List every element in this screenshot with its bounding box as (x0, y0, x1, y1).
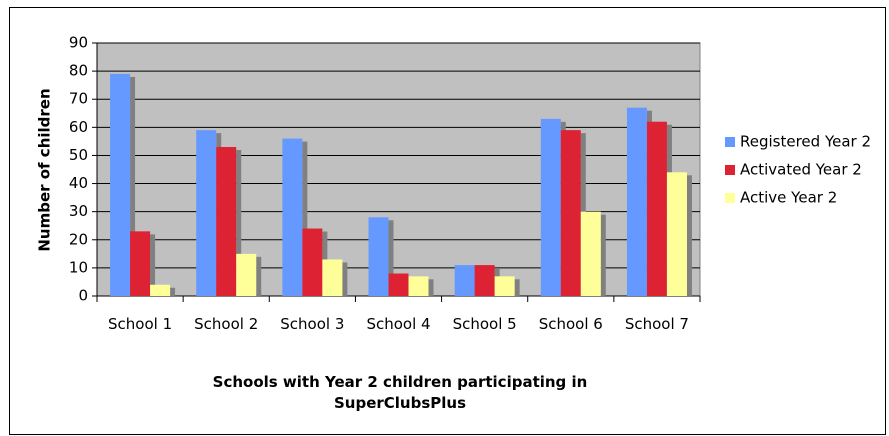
bar (302, 228, 323, 296)
y-tick-label: 20 (69, 230, 88, 248)
bar (150, 284, 171, 296)
y-tick-label: 60 (69, 118, 88, 136)
legend-swatch (725, 137, 735, 147)
bar-shadow (514, 279, 520, 296)
y-axis-title: Number of children (36, 88, 54, 251)
y-tick-label: 80 (69, 62, 88, 80)
bar-shadow (236, 150, 242, 296)
bar (494, 276, 515, 296)
bar (540, 118, 561, 297)
bar (368, 217, 389, 296)
bar (110, 73, 131, 296)
bar (236, 253, 257, 296)
y-tick-label: 10 (69, 258, 88, 276)
bar-shadow (150, 234, 156, 296)
x-tick-label: School 5 (452, 315, 517, 333)
bar-shadow (170, 287, 176, 296)
plot-area (96, 42, 701, 297)
bar (626, 107, 647, 297)
bar (560, 130, 581, 296)
bar (666, 172, 687, 296)
bar (474, 265, 495, 296)
bar-shadow (256, 256, 262, 296)
legend-label: Registered Year 2 (740, 133, 871, 151)
x-tick-label: School 6 (538, 315, 603, 333)
bar (408, 276, 429, 296)
y-tick-label: 70 (69, 90, 88, 108)
bar (646, 121, 667, 296)
bar-shadow (302, 141, 308, 296)
y-tick-label: 0 (78, 287, 88, 305)
bar-shadow (600, 214, 606, 296)
y-tick-label: 40 (69, 174, 88, 192)
bar-shadow (686, 175, 692, 296)
bar (388, 273, 409, 296)
bar-shadow (130, 76, 136, 296)
legend-label: Activated Year 2 (740, 161, 862, 179)
bar (322, 259, 343, 296)
bar (196, 130, 217, 296)
x-tick-label: School 4 (366, 315, 431, 333)
bar (282, 138, 303, 296)
x-tick-label: School 3 (280, 315, 345, 333)
legend-swatch (725, 193, 735, 203)
bar (130, 231, 151, 296)
x-tick-label: School 1 (108, 315, 173, 333)
bar-shadow (428, 279, 434, 296)
x-tick-label: School 7 (624, 315, 689, 333)
legend-swatch (725, 165, 735, 175)
bar (580, 211, 601, 296)
bar (454, 265, 475, 296)
y-tick-label: 90 (69, 34, 88, 52)
x-tick-label: School 2 (194, 315, 259, 333)
x-axis-title: Schools with Year 2 children participati… (212, 373, 588, 412)
bar-shadow (388, 220, 394, 296)
bar (216, 147, 237, 296)
bar-shadow (342, 262, 348, 296)
legend-label: Active Year 2 (740, 189, 837, 207)
y-tick-label: 30 (69, 202, 88, 220)
y-tick-label: 50 (69, 146, 88, 164)
